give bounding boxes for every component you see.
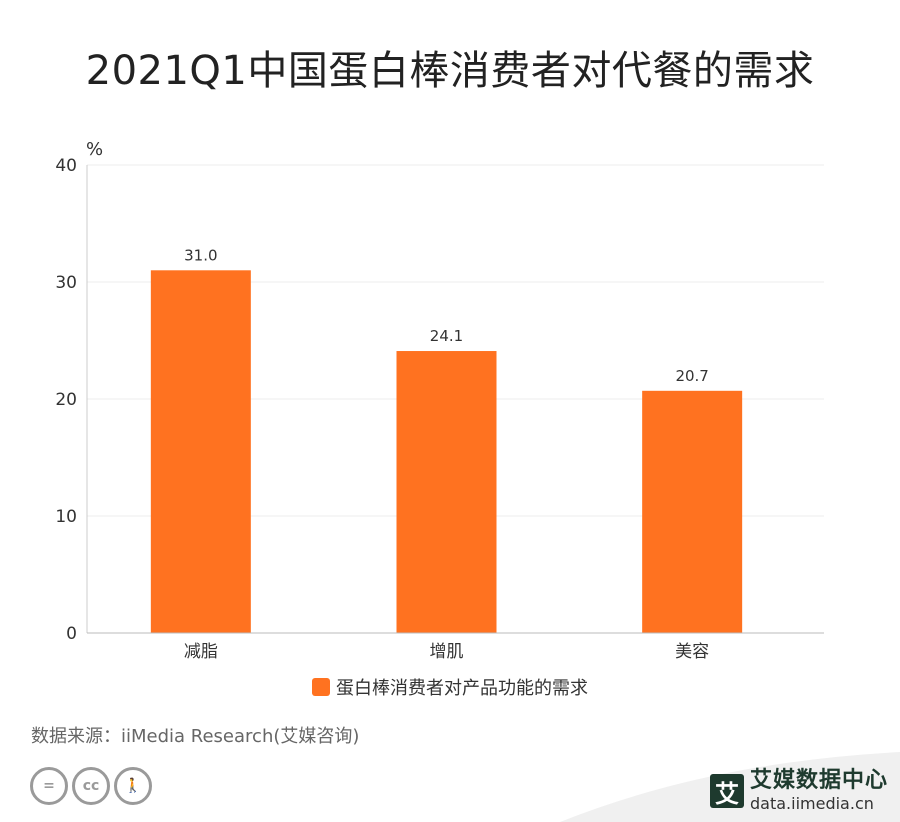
legend: 蛋白棒消费者对产品功能的需求 (0, 674, 900, 700)
value-label: 20.7 (675, 367, 708, 385)
bar (642, 390, 743, 633)
y-tick-label: 0 (66, 624, 77, 644)
y-tick-label: 30 (55, 273, 77, 293)
y-tick-label: 20 (55, 390, 77, 410)
value-labels: 31.0 24.1 20.7 (184, 246, 709, 385)
cc-icon: cc (72, 767, 110, 805)
chart-title: 2021Q1中国蛋白棒消费者对代餐的需求 (85, 48, 815, 94)
x-tick-label: 减脂 (184, 642, 218, 662)
brand-name: 艾媒数据中心 (750, 768, 889, 793)
license-icons: = cc 🚶 (30, 767, 152, 805)
x-tick-label: 美容 (675, 642, 709, 662)
brand-mark: 艾 艾媒数据中心 data.iimedia.cn (710, 770, 888, 812)
y-tick-label: 40 (55, 156, 77, 176)
y-tick-label: 10 (55, 507, 77, 527)
brand-logo-icon: 艾 (710, 774, 744, 808)
y-tick-labels: 0 10 20 30 40 (55, 156, 77, 644)
legend-swatch (312, 678, 330, 696)
brand-url: data.iimedia.cn (750, 794, 874, 813)
value-label: 24.1 (430, 327, 463, 345)
value-label: 31.0 (184, 246, 217, 264)
legend-label: 蛋白棒消费者对产品功能的需求 (336, 678, 588, 699)
source-note: 数据来源：iiMedia Research(艾媒咨询) (31, 726, 360, 747)
equals-icon: = (30, 767, 68, 805)
person-icon: 🚶 (114, 767, 152, 805)
bar (396, 351, 497, 633)
bars (150, 270, 743, 633)
y-axis-unit: % (86, 139, 103, 160)
x-tick-labels: 减脂 增肌 美容 (184, 642, 709, 662)
bar (150, 270, 251, 633)
x-tick-label: 增肌 (430, 642, 464, 662)
